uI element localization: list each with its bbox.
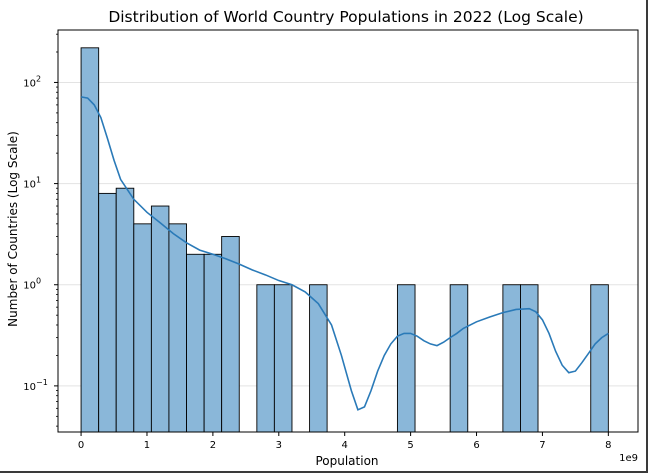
x-axis-ticks: 0 1 2 3 4 5 6 7 8 xyxy=(78,432,612,451)
y-tick-label: 10 xyxy=(23,180,36,191)
y-tick-exponent: 0 xyxy=(36,277,41,286)
histogram-bar xyxy=(80,47,100,433)
x-tick-label: 2 xyxy=(210,440,216,451)
histogram-bars xyxy=(80,47,609,433)
y-tick-exponent: 1 xyxy=(36,176,41,185)
histogram-bar xyxy=(203,253,223,433)
histogram-bar xyxy=(133,223,152,433)
kde-curve xyxy=(80,96,609,411)
x-tick-label: 1 xyxy=(144,440,150,451)
x-tick-label: 8 xyxy=(605,440,611,451)
histogram-bar xyxy=(309,284,328,433)
plot-area-border xyxy=(57,29,639,433)
x-axis-label: Population xyxy=(315,454,378,468)
x-tick-label: 3 xyxy=(276,440,282,451)
y-tick-label: 10 xyxy=(23,382,36,393)
y-axis-label: Number of Countries (Log Scale) xyxy=(6,131,20,327)
x-tick-label: 6 xyxy=(473,440,479,451)
y-tick-exponent: −1 xyxy=(36,378,48,387)
histogram-bar xyxy=(168,223,187,433)
x-tick-label: 5 xyxy=(407,440,413,451)
y-tick-label: 10 xyxy=(23,78,36,89)
histogram-bar xyxy=(115,187,135,433)
x-axis-offset-label: 1e9 xyxy=(619,453,638,464)
histogram-bar xyxy=(98,192,117,433)
histogram-bar xyxy=(150,205,170,433)
histogram-bar xyxy=(221,236,240,433)
histogram-bar xyxy=(273,284,293,433)
histogram-bar xyxy=(502,284,521,433)
histogram-bar xyxy=(186,253,205,433)
x-tick-label: 0 xyxy=(78,440,84,451)
y-tick-label: 10 xyxy=(23,281,36,292)
histogram-bar xyxy=(256,284,275,433)
histogram-bar xyxy=(449,284,469,433)
x-tick-label: 4 xyxy=(342,440,348,451)
chart-title: Distribution of World Country Population… xyxy=(108,8,583,26)
histogram-bar xyxy=(396,284,416,433)
y-tick-exponent: 2 xyxy=(36,74,41,83)
histogram-bar xyxy=(590,284,609,433)
histogram-bar xyxy=(520,284,539,433)
x-tick-label: 7 xyxy=(539,440,545,451)
